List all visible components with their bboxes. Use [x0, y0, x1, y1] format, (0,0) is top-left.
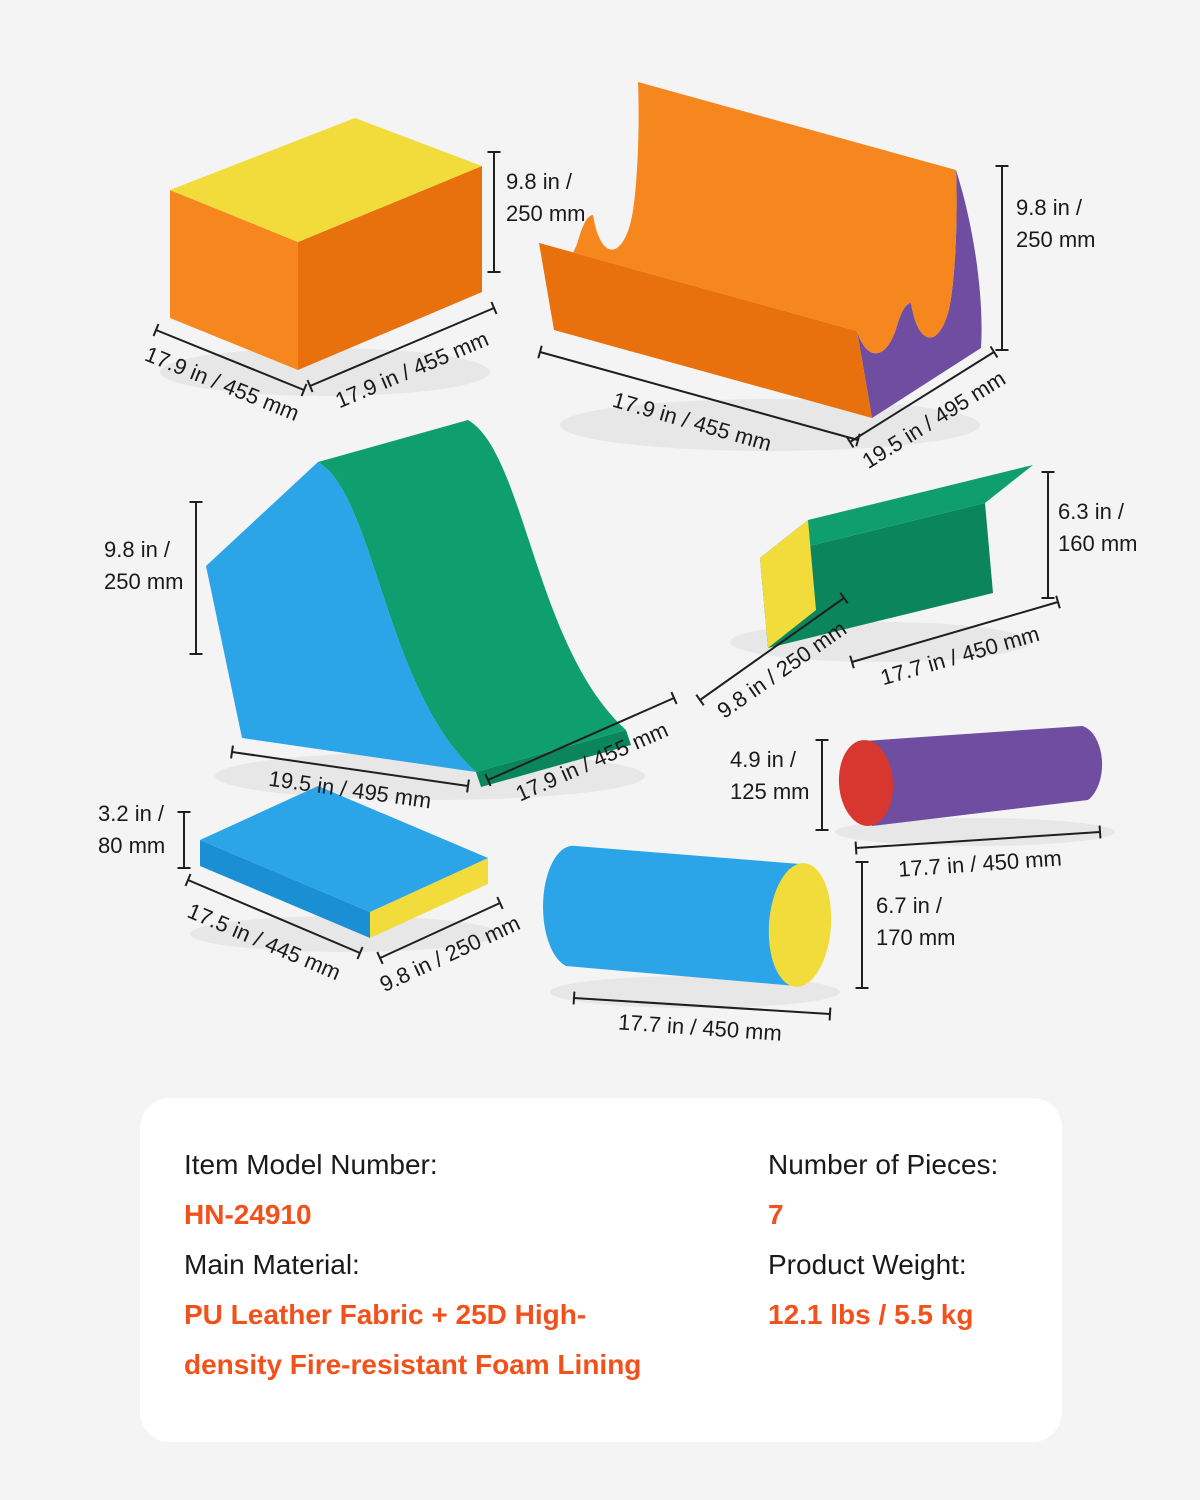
foam-block-piece: [695, 465, 1061, 706]
foam-small-roller-piece: [815, 726, 1115, 855]
mat-length-dimension-line: [184, 873, 364, 960]
block-width-dimension-line: [695, 592, 849, 706]
material-value-line-2: density Fire-resistant Foam Lining: [184, 1349, 642, 1380]
info-card-right-column: Number of Pieces: 7 Product Weight: 12.1…: [768, 1140, 998, 1442]
dimension-illustration: [152, 82, 1115, 1021]
large-roller-body: [543, 845, 800, 986]
cube-depth-dimension-line: [306, 301, 498, 393]
large-roller-length-dimension-line: [572, 991, 832, 1021]
cube-width-dimension-line: [152, 323, 308, 397]
material-value-line-1: PU Leather Fabric + 25D High-: [184, 1299, 587, 1330]
foam-wave-piece: [537, 82, 1009, 451]
large-roller-end-cap: [768, 863, 832, 987]
foam-cube-piece: [152, 118, 501, 397]
foam-large-roller-piece: [543, 845, 869, 1021]
wave-height-label: 9.8 in / 250 mm: [1016, 195, 1096, 252]
small-roller-diameter-label: 4.9 in / 125 mm: [730, 747, 810, 804]
slide-top-surface: [318, 420, 626, 772]
slide-height-label: 9.8 in / 250 mm: [104, 537, 184, 594]
foam-slide-piece: [189, 420, 678, 800]
info-card-left-column: Item Model Number: HN-24910 Main Materia…: [184, 1140, 768, 1442]
large-roller-diameter-label: 6.7 in / 170 mm: [876, 893, 956, 950]
block-length-dimension-line: [849, 595, 1061, 669]
wave-top-surface: [539, 82, 957, 354]
product-weight-label: Product Weight:: [768, 1249, 967, 1280]
mat-width-dimension-line: [376, 896, 504, 965]
cube-top-face: [170, 118, 482, 242]
small-roller-body: [864, 726, 1103, 826]
slide-side-face: [206, 462, 476, 772]
wave-width-dimension-line: [537, 345, 861, 447]
mat-height-label: 3.2 in / 80 mm: [98, 801, 166, 858]
mat-top-face: [200, 786, 488, 912]
small-roller-end-cap: [838, 740, 894, 826]
pieces-count-value: 7: [768, 1199, 784, 1230]
small-roller-length-dimension-line: [854, 825, 1102, 855]
model-number-value: HN-24910: [184, 1199, 312, 1230]
block-top-face: [760, 465, 1033, 558]
foam-mat-piece: [177, 786, 504, 965]
slide-width-dimension-line: [484, 691, 678, 787]
block-height-label: 6.3 in / 160 mm: [1058, 499, 1138, 556]
cube-height-label: 9.8 in / 250 mm: [506, 169, 586, 226]
product-info-card: Item Model Number: HN-24910 Main Materia…: [140, 1098, 1062, 1442]
wave-length-dimension-line: [845, 345, 999, 449]
material-label: Main Material:: [184, 1249, 360, 1280]
model-number-label: Item Model Number:: [184, 1149, 438, 1180]
slide-length-dimension-line: [230, 745, 470, 793]
product-weight-value: 12.1 lbs / 5.5 kg: [768, 1299, 974, 1330]
pieces-count-label: Number of Pieces:: [768, 1149, 999, 1180]
